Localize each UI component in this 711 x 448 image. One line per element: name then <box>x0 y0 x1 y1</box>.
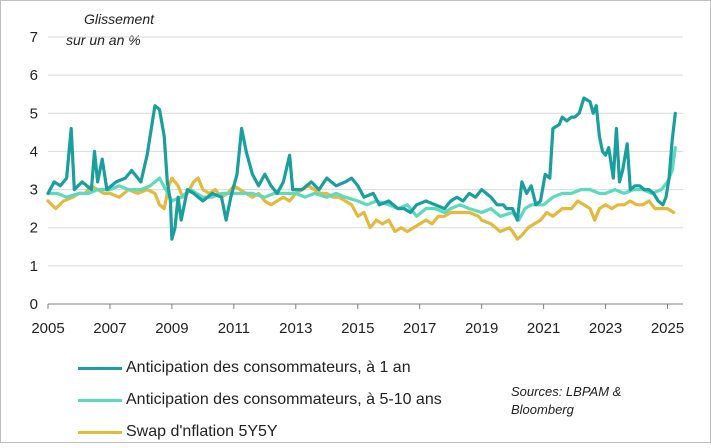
legend-label-1-year: Anticipation des consommateurs, à 1 an <box>126 359 411 376</box>
x-tick-label-2023: 2023 <box>589 320 622 337</box>
y-tick-label-0: 0 <box>30 296 38 313</box>
legend-label-5-10-years: Anticipation des consommateurs, à 5-10 a… <box>126 391 442 408</box>
x-tick-label-2005: 2005 <box>31 320 64 337</box>
legend-label-swap-5y5y: Swap d'nflation 5Y5Y <box>126 423 278 440</box>
source-line-2: Bloomberg <box>511 402 574 417</box>
x-tick-label-2025: 2025 <box>651 320 684 337</box>
y-tick-label-7: 7 <box>30 29 38 46</box>
y-tick-label-1: 1 <box>30 258 38 275</box>
x-tick-label-2021: 2021 <box>527 320 560 337</box>
legend-item-swap-5y5y: Swap d'nflation 5Y5Y <box>78 416 442 448</box>
x-tick-label-2017: 2017 <box>403 320 436 337</box>
legend: Anticipation des consommateurs, à 1 an A… <box>78 352 442 448</box>
x-tick-label-2011: 2011 <box>218 320 250 337</box>
series-line-swap-5y5y <box>46 176 676 241</box>
x-tick-label-2019: 2019 <box>465 320 498 337</box>
y-axis-label-line2: sur un an % <box>66 32 141 48</box>
legend-item-1-year: Anticipation des consommateurs, à 1 an <box>78 352 442 384</box>
legend-swatch-swap-5y5y <box>78 430 122 434</box>
y-tick-label-2: 2 <box>30 220 38 237</box>
x-tick-label-2015: 2015 <box>341 320 374 337</box>
x-tick-label-2009: 2009 <box>155 320 188 337</box>
series-line-1-year <box>46 96 677 241</box>
legend-swatch-5-10-years <box>78 398 122 402</box>
legend-item-5-10-years: Anticipation des consommateurs, à 5-10 a… <box>78 384 442 416</box>
y-axis-label-line1: Glissement <box>84 11 155 27</box>
y-tick-label-6: 6 <box>30 67 38 84</box>
legend-swatch-1-year <box>78 366 122 370</box>
series-line-5-10-years <box>46 146 677 222</box>
x-tick-label-2013: 2013 <box>279 320 312 337</box>
x-tick-label-2007: 2007 <box>93 320 126 337</box>
source-line-1: Sources: LBPAM & <box>511 384 622 399</box>
source-note: Sources: LBPAM & Bloomberg <box>511 383 671 419</box>
y-tick-label-5: 5 <box>30 105 38 122</box>
y-tick-label-3: 3 <box>30 182 38 199</box>
y-tick-label-4: 4 <box>30 143 38 160</box>
